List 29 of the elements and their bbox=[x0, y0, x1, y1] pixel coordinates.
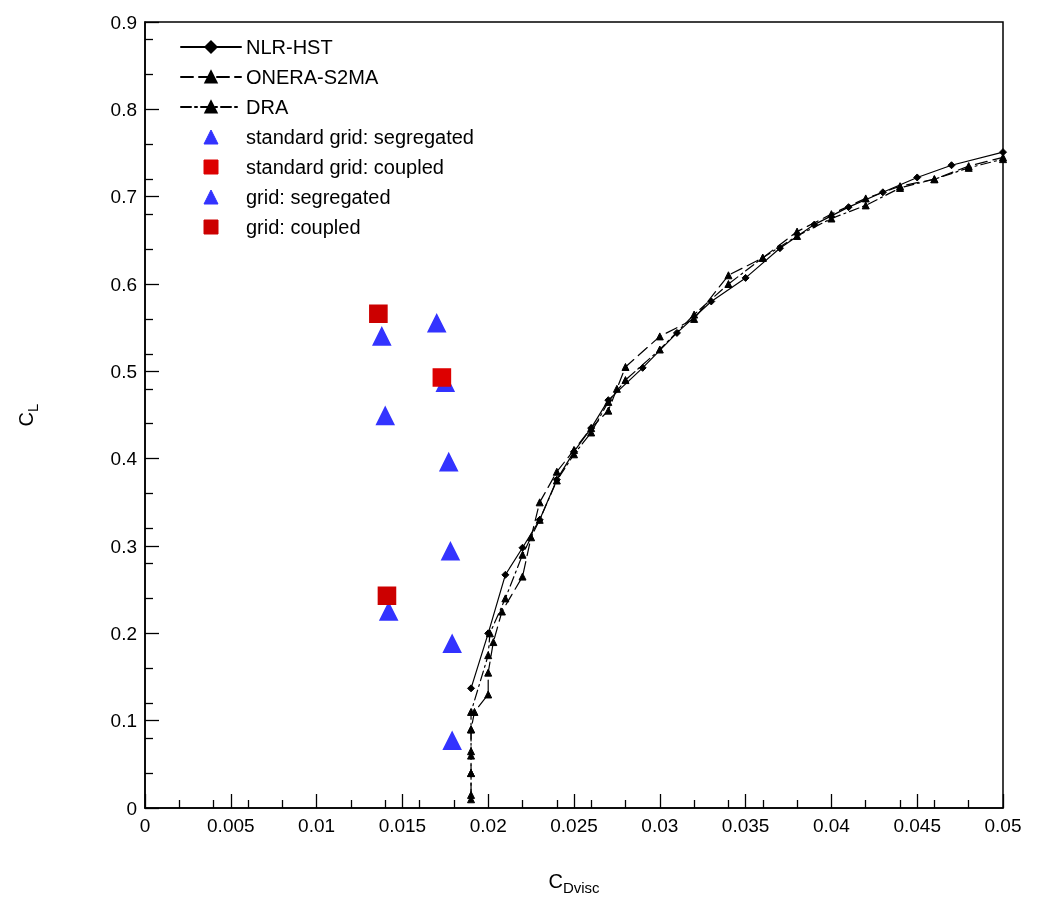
y-tick-label: 0.4 bbox=[110, 448, 138, 470]
legend-label: standard grid: coupled bbox=[246, 156, 444, 178]
y-tick-label: 0.3 bbox=[110, 535, 137, 557]
x-tick-label: 0 bbox=[139, 815, 151, 836]
legend-label: DRA bbox=[246, 96, 289, 118]
x-tick-label: 0.04 bbox=[812, 815, 851, 836]
legend-label: grid: coupled bbox=[246, 216, 361, 238]
x-tick-label: 0.03 bbox=[641, 815, 679, 836]
y-tick-label: 0 bbox=[126, 797, 137, 819]
x-tick-label: 0.005 bbox=[207, 815, 255, 836]
y-tick-label: 0.1 bbox=[110, 710, 137, 732]
y-tick-label: 0.9 bbox=[110, 11, 137, 33]
x-tick-label: 0.025 bbox=[550, 815, 598, 836]
y-tick-label: 0.2 bbox=[110, 622, 137, 644]
legend-label: grid: segregated bbox=[246, 186, 391, 208]
legend-label: standard grid: segregated bbox=[246, 126, 474, 148]
y-tick-label: 0.8 bbox=[110, 98, 137, 120]
y-tick-label: 0.6 bbox=[110, 273, 137, 295]
y-tick-label: 0.5 bbox=[110, 360, 137, 382]
y-tick-label: 0.7 bbox=[110, 186, 137, 208]
y-axis-title: CL bbox=[14, 403, 41, 427]
x-tick-label: 0.01 bbox=[298, 815, 336, 836]
legend-label: NLR-HST bbox=[246, 36, 333, 58]
x-tick-label: 0.015 bbox=[378, 815, 427, 836]
x-tick-label: 0.02 bbox=[469, 815, 507, 836]
x-tick-label: 0.045 bbox=[893, 815, 941, 836]
legend-label: ONERA-S2MA bbox=[246, 66, 379, 88]
x-tick-label: 0.035 bbox=[721, 815, 770, 836]
x-tick-label: 0.05 bbox=[984, 815, 1022, 836]
